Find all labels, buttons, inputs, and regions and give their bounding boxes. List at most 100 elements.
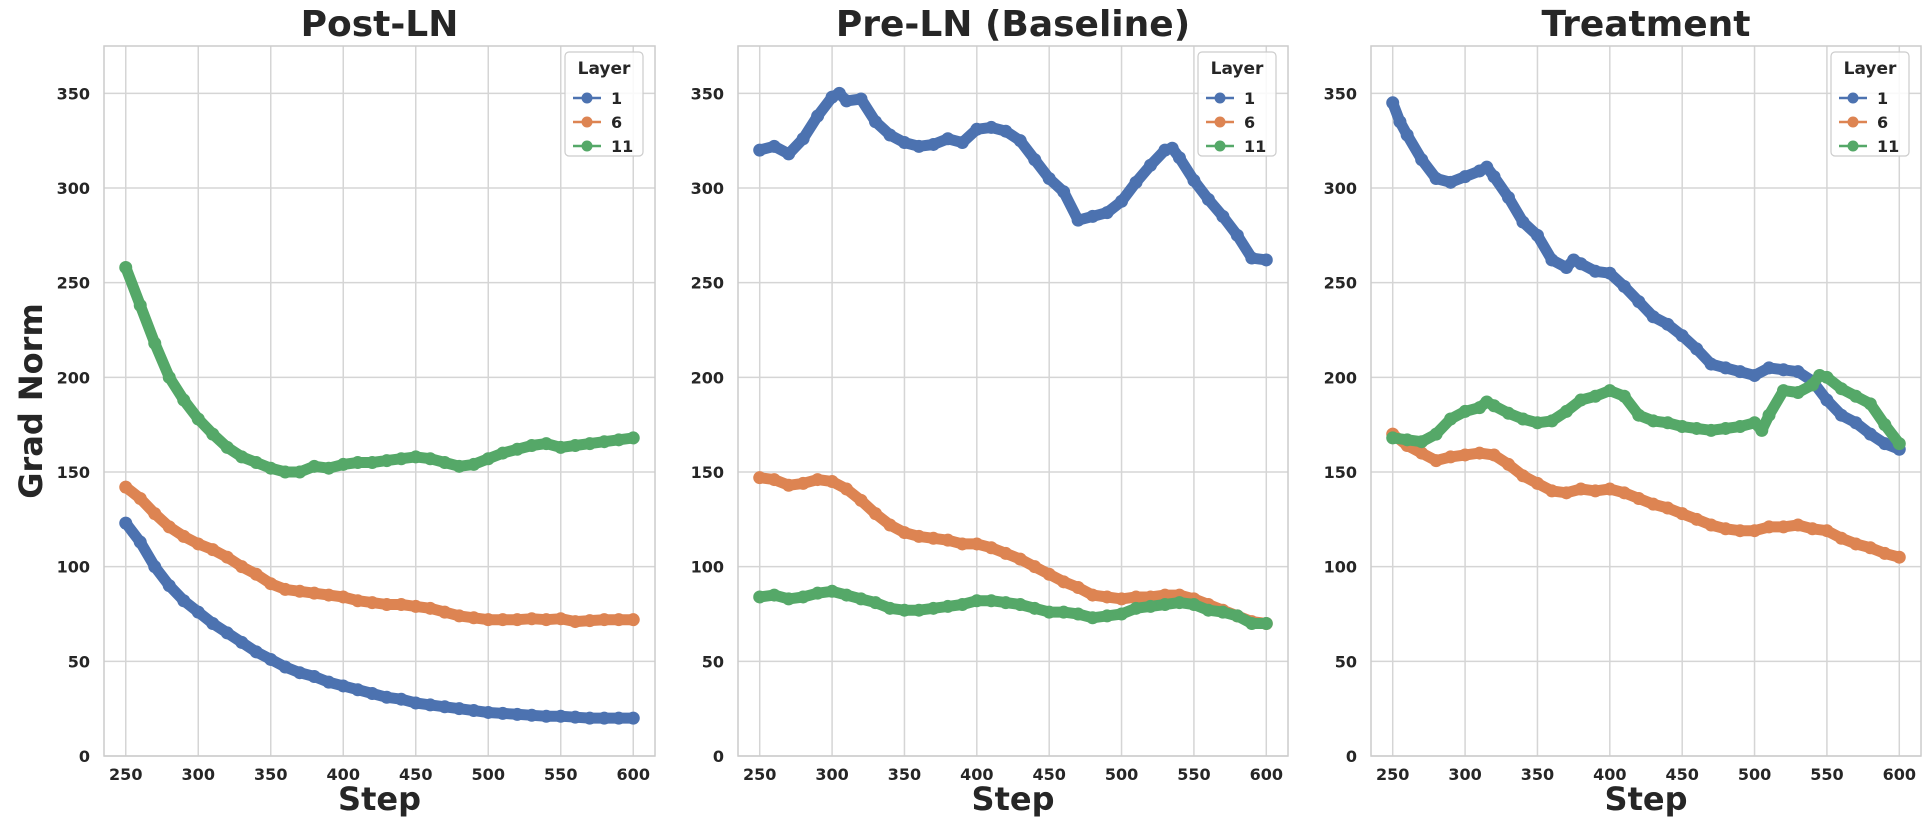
data-point xyxy=(148,560,162,574)
legend-swatch-marker xyxy=(1214,140,1226,152)
data-point xyxy=(1704,518,1718,532)
data-point xyxy=(568,615,582,629)
data-point xyxy=(1892,437,1906,451)
series-layer-11 xyxy=(119,261,640,479)
data-point xyxy=(753,471,767,485)
legend-label: 6 xyxy=(1244,113,1255,132)
y-tick-label: 200 xyxy=(1324,368,1357,387)
data-point xyxy=(1071,580,1085,594)
y-tick-label: 100 xyxy=(57,558,90,577)
data-point xyxy=(796,132,810,146)
data-point xyxy=(1675,329,1689,343)
data-point xyxy=(206,543,220,557)
y-tick-label: 200 xyxy=(57,368,90,387)
data-point xyxy=(782,478,796,492)
data-point xyxy=(912,139,926,153)
series-layer-6 xyxy=(119,480,640,629)
data-point xyxy=(293,584,307,598)
data-point xyxy=(1892,550,1906,564)
data-point xyxy=(767,588,781,602)
data-point xyxy=(941,533,955,547)
legend-entry-layer-1: 1 xyxy=(573,89,622,108)
data-point xyxy=(1805,378,1819,392)
data-point xyxy=(869,596,882,610)
data-point xyxy=(423,601,437,615)
data-point xyxy=(869,507,882,521)
data-point xyxy=(1216,605,1230,619)
panel-treatment: 250 300 350 400 450 500 550 600 0 50 100 150 200 250 3… xyxy=(1324,4,1922,818)
y-axis-label: Grad Norm xyxy=(12,303,50,499)
data-point xyxy=(1259,616,1273,630)
data-point xyxy=(811,586,825,600)
data-point xyxy=(1245,616,1259,630)
x-tick-label: 550 xyxy=(544,765,577,784)
data-point xyxy=(322,461,336,475)
data-point xyxy=(626,711,640,725)
data-point xyxy=(496,613,510,627)
data-point xyxy=(811,473,825,487)
data-point xyxy=(1480,160,1494,174)
data-point xyxy=(1230,609,1244,623)
chart-title: Pre-LN (Baseline) xyxy=(836,4,1190,45)
data-point xyxy=(293,465,307,479)
data-point xyxy=(177,529,191,543)
data-point xyxy=(825,584,839,598)
data-point xyxy=(999,546,1013,560)
data-point xyxy=(1129,590,1143,604)
y-tick-label: 150 xyxy=(691,463,724,482)
data-point xyxy=(767,139,781,153)
data-point xyxy=(984,594,998,608)
x-tick-label: 350 xyxy=(254,765,287,784)
legend-swatch-marker xyxy=(1214,116,1226,128)
data-point xyxy=(525,438,539,452)
data-point xyxy=(1574,393,1588,407)
data-point xyxy=(941,132,955,146)
data-point xyxy=(278,660,292,674)
legend-swatch-marker xyxy=(581,116,593,128)
data-point xyxy=(322,675,336,689)
data-point xyxy=(984,120,998,134)
series-layer-11 xyxy=(1386,368,1906,451)
data-point xyxy=(912,529,926,543)
data-point xyxy=(1057,575,1071,589)
data-point xyxy=(510,707,524,721)
data-point xyxy=(1144,158,1157,172)
legend-swatch-marker xyxy=(1214,92,1226,104)
data-point xyxy=(883,518,897,532)
data-point xyxy=(1675,507,1689,521)
data-point xyxy=(597,435,611,449)
data-point xyxy=(467,611,481,625)
legend-box xyxy=(1197,51,1277,157)
data-point xyxy=(1158,598,1172,612)
data-point xyxy=(1458,448,1472,462)
data-point xyxy=(539,613,553,627)
data-point xyxy=(1444,175,1458,189)
data-point xyxy=(133,298,147,312)
data-point xyxy=(1028,601,1042,615)
legend-swatch-marker xyxy=(1847,92,1859,104)
data-point xyxy=(1834,382,1848,396)
legend: Layer 1 6 11 xyxy=(1197,51,1277,157)
data-point xyxy=(394,452,408,466)
data-point xyxy=(1144,599,1157,613)
data-point xyxy=(467,457,481,471)
data-point xyxy=(955,136,969,150)
data-point xyxy=(1487,448,1501,462)
y-tick-label: 200 xyxy=(691,368,724,387)
legend-entry-layer-11: 11 xyxy=(1839,137,1899,156)
data-point xyxy=(869,115,882,129)
data-point xyxy=(626,613,640,627)
data-point xyxy=(1028,560,1042,574)
data-point xyxy=(583,437,597,451)
data-point xyxy=(1415,446,1429,460)
y-tick-label: 50 xyxy=(1335,652,1357,671)
data-point xyxy=(554,440,568,454)
legend-entry-layer-6: 6 xyxy=(1206,113,1255,132)
data-point xyxy=(811,109,825,123)
data-point xyxy=(1878,546,1892,560)
data-point xyxy=(148,507,162,521)
data-point xyxy=(235,635,249,649)
data-point xyxy=(452,609,466,623)
data-point xyxy=(1201,192,1215,206)
x-tick-label: 450 xyxy=(1665,765,1698,784)
